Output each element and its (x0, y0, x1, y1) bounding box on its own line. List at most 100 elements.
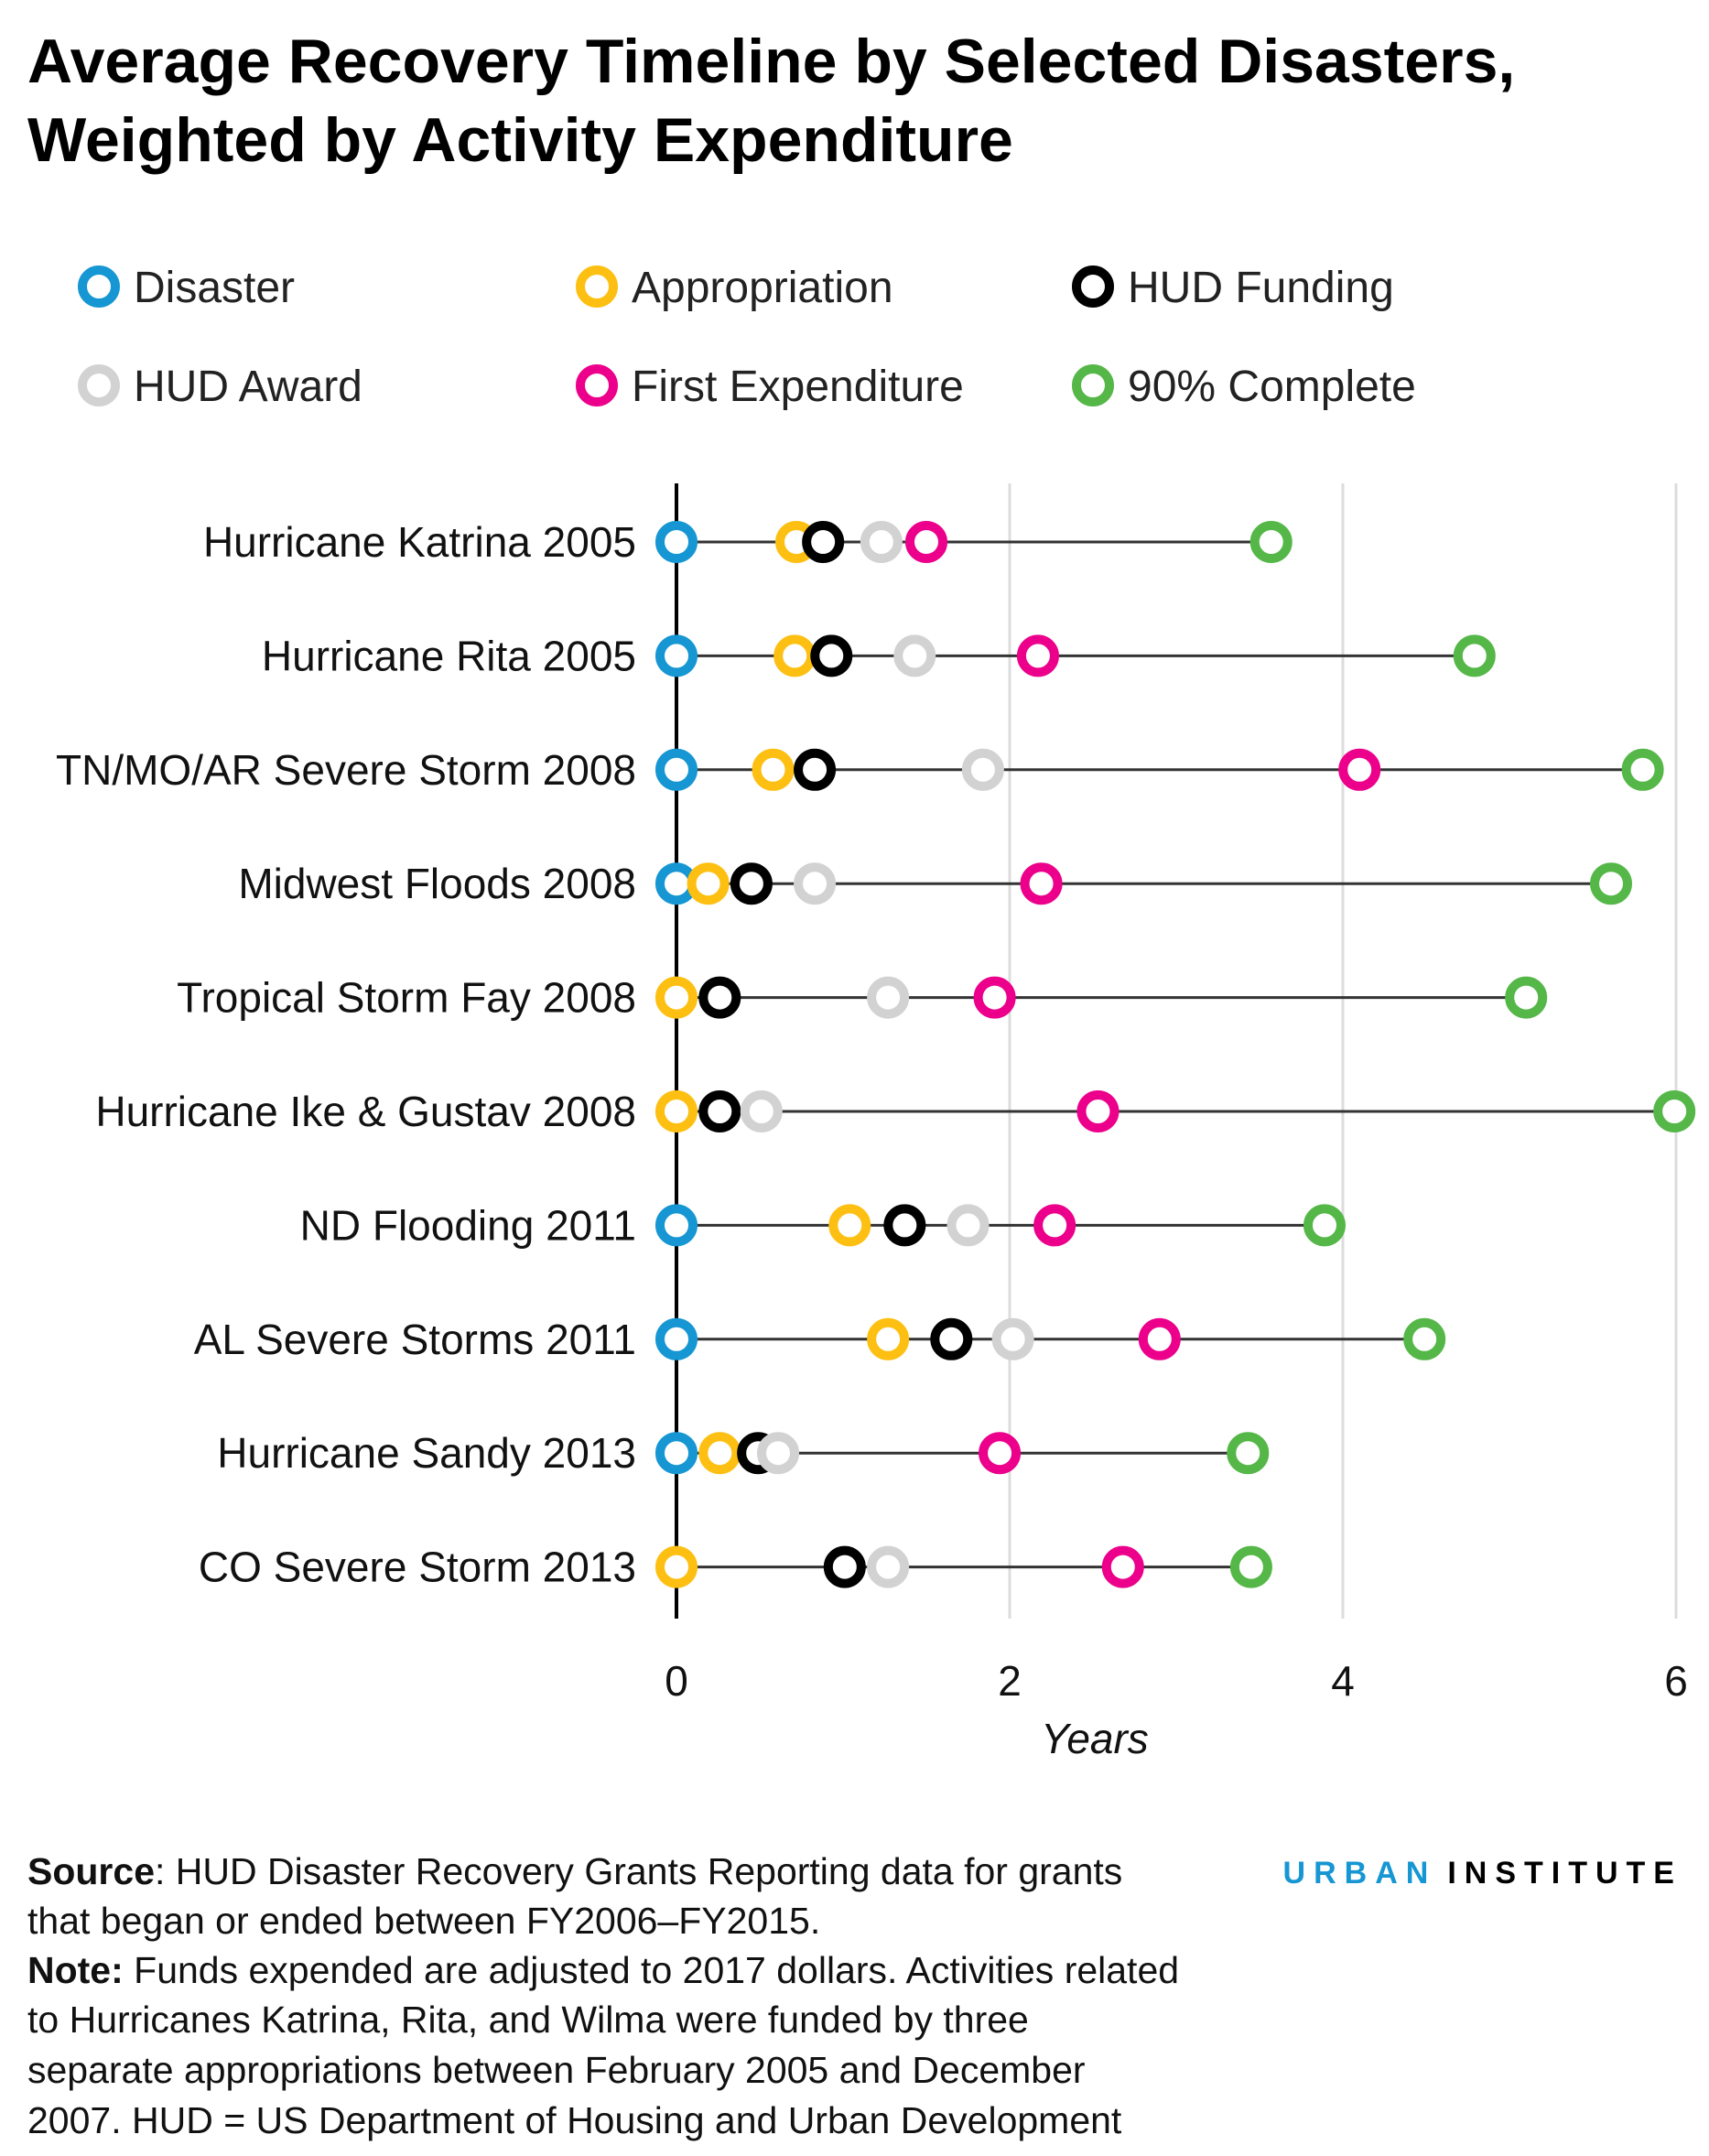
x-tick-label: 0 (665, 1657, 688, 1705)
note-text: Funds expended are adjusted to 2017 doll… (124, 1949, 1179, 1991)
category-label: Hurricane Ike & Gustav 2008 (95, 1088, 636, 1135)
logo-urban: URBAN (1283, 1856, 1437, 1891)
point-disaster (655, 1432, 698, 1475)
point-hud-funding (698, 976, 741, 1019)
legend-item-hud-funding: HUD Funding (1072, 264, 1394, 312)
chart-title-line-1: Average Recovery Timeline by Selected Di… (27, 27, 1515, 96)
category-label: TN/MO/AR Severe Storm 2008 (56, 746, 636, 794)
point-appropriation (655, 976, 698, 1019)
row-hurricane-katrina-2005: Hurricane Katrina 2005 (203, 518, 1293, 566)
legend-item-appropriation: Appropriation (576, 264, 893, 312)
point-appropriation (867, 1317, 910, 1360)
legend-label: 90% Complete (1128, 363, 1416, 411)
legend-label: HUD Funding (1128, 264, 1394, 312)
category-label: ND Flooding 2011 (300, 1201, 636, 1249)
category-label: CO Severe Storm 2013 (199, 1544, 636, 1591)
point-appropriation (687, 862, 730, 905)
point-first-expenditure (905, 521, 947, 563)
legend-marker-90-complete (1072, 364, 1114, 406)
row-tn-mo-ar-severe-storm-2008: TN/MO/AR Severe Storm 2008 (56, 746, 1664, 794)
point-hud-award (961, 748, 1004, 791)
source-text: : HUD Disaster Recovery Grants Reporting… (155, 1850, 1122, 1892)
point-hud-award (867, 1545, 910, 1588)
note-line-1: Note: Funds expended are adjusted to 201… (27, 1949, 1179, 1991)
legend-item-hud-award: HUD Award (78, 363, 362, 411)
row-hurricane-rita-2005: Hurricane Rita 2005 (262, 632, 1496, 679)
point-disaster (655, 1204, 698, 1247)
point-hud-award (867, 976, 910, 1019)
note-line-2: to Hurricanes Katrina, Rita, and Wilma w… (27, 1999, 1029, 2041)
point-hud-funding (823, 1545, 866, 1588)
legend-label: Disaster (134, 264, 295, 312)
point-90-complete (1621, 748, 1664, 791)
point-90-complete (1590, 862, 1633, 905)
point-first-expenditure (979, 1432, 1022, 1475)
point-appropriation (698, 1432, 741, 1475)
point-90-complete (1303, 1204, 1346, 1247)
category-label: Hurricane Rita 2005 (262, 632, 636, 679)
point-hud-funding (802, 521, 845, 563)
category-label: AL Severe Storms 2011 (194, 1316, 636, 1363)
category-label: Midwest Floods 2008 (238, 860, 636, 907)
point-90-complete (1229, 1545, 1272, 1588)
x-axis-label: Years (1041, 1715, 1149, 1762)
category-label: Tropical Storm Fay 2008 (177, 974, 636, 1022)
category-label: Hurricane Sandy 2013 (217, 1429, 636, 1477)
point-90-complete (1227, 1432, 1270, 1475)
point-appropriation (655, 1090, 698, 1132)
point-appropriation (773, 634, 817, 677)
legend: Disaster Appropriation HUD Funding HUD Awar… (78, 264, 1416, 411)
row-al-severe-storms-2011: AL Severe Storms 2011 (194, 1316, 1446, 1363)
x-tick-label: 2 (998, 1657, 1022, 1705)
point-hud-award (740, 1090, 783, 1132)
point-hud-award (991, 1317, 1034, 1360)
plot-rows: Hurricane Katrina 2005 Hurricane Rita 200… (56, 518, 1696, 1591)
point-first-expenditure (973, 976, 1016, 1019)
point-90-complete (1403, 1317, 1446, 1360)
point-first-expenditure (1076, 1090, 1120, 1132)
note-line-3: separate appropriations between February… (27, 2049, 1086, 2091)
point-hud-award (794, 862, 837, 905)
point-90-complete (1505, 976, 1548, 1019)
footer: Source: HUD Disaster Recovery Grants Rep… (27, 1850, 1179, 2141)
point-first-expenditure (1138, 1317, 1181, 1360)
source-line-2: that began or ended between FY2006–FY201… (27, 1900, 820, 1942)
source-line-1: Source: HUD Disaster Recovery Grants Rep… (27, 1850, 1122, 1892)
point-hud-award (946, 1204, 990, 1247)
x-tick-label: 6 (1664, 1657, 1688, 1705)
row-tropical-storm-fay-2008: Tropical Storm Fay 2008 (177, 974, 1548, 1022)
point-hud-funding (930, 1317, 973, 1360)
row-co-severe-storm-2013: CO Severe Storm 2013 (199, 1544, 1272, 1591)
point-appropriation (752, 748, 795, 791)
note-line-4: 2007. HUD = US Department of Housing and… (27, 2099, 1122, 2141)
source-label: Source (27, 1850, 155, 1892)
point-hud-award (757, 1432, 800, 1475)
point-first-expenditure (1101, 1545, 1144, 1588)
legend-marker-disaster (78, 265, 120, 308)
legend-label: Appropriation (632, 264, 893, 312)
legend-item-first-expenditure: First Expenditure (576, 363, 964, 411)
point-90-complete (1249, 521, 1293, 563)
row-hurricane-ike-gustav-2008: Hurricane Ike & Gustav 2008 (95, 1088, 1696, 1135)
legend-label: HUD Award (134, 363, 362, 411)
point-disaster (655, 748, 698, 791)
legend-marker-first-expenditure (576, 364, 618, 406)
point-hud-funding (730, 862, 773, 905)
point-90-complete (1453, 634, 1496, 677)
point-first-expenditure (1338, 748, 1381, 791)
legend-marker-hud-funding (1072, 265, 1114, 308)
row-nd-flooding-2011: ND Flooding 2011 (300, 1201, 1346, 1249)
category-label: Hurricane Katrina 2005 (203, 518, 636, 566)
point-hud-funding (810, 634, 853, 677)
row-midwest-floods-2008: Midwest Floods 2008 (238, 860, 1633, 907)
chart-title-line-2: Weighted by Activity Expenditure (27, 105, 1013, 175)
legend-marker-hud-award (78, 364, 120, 406)
note-label: Note: (27, 1949, 124, 1991)
urban-institute-logo: URBAN INSTITUTE (1283, 1856, 1682, 1891)
point-appropriation (655, 1545, 698, 1588)
legend-item-90-complete: 90% Complete (1072, 363, 1416, 411)
row-hurricane-sandy-2013: Hurricane Sandy 2013 (217, 1429, 1270, 1477)
point-appropriation (828, 1204, 871, 1247)
point-hud-award (893, 634, 936, 677)
point-first-expenditure (1020, 862, 1063, 905)
